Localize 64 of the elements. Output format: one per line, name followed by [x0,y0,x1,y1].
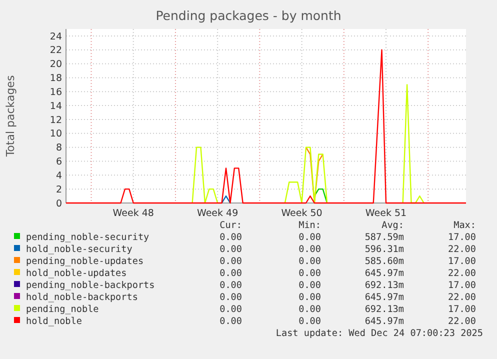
y-tick-label: 24 [50,31,62,42]
y-tick-label: 8 [56,142,62,154]
text: 0.00 [220,268,242,279]
y-tick-label: 4 [56,170,62,182]
text: 17.00 [448,256,476,267]
text: 0.00 [298,268,321,279]
text: 22.00 [448,244,476,255]
legend-label: pending_noble [26,304,100,315]
text: 0.00 [298,244,321,255]
legend-label: pending_noble-updates [26,256,144,267]
text: 0.00 [220,244,242,255]
text: 645.97m [364,268,404,279]
y-tick-label: 22 [50,45,62,56]
text: 0.00 [298,256,321,267]
legend-label: pending_noble-backports [26,280,155,291]
text: Cur: [220,220,242,231]
y-tick-label: 14 [50,100,62,112]
text: 0.00 [298,280,321,291]
y-tick-label: 2 [56,184,62,196]
x-tick-label: Week 51 [365,208,407,219]
chart-title: Pending packages - by month [156,8,342,23]
text: Last update: Wed Dec 24 07:00:23 2025 [276,328,483,339]
x-tick-label: Week 48 [112,208,154,219]
y-tick-label: 10 [50,128,62,140]
text: 22.00 [448,268,476,279]
text: 0.00 [298,316,321,327]
y-tick-label: 12 [50,114,62,126]
text: 585.60m [364,256,404,267]
text: 596.31m [364,244,404,255]
text: 0.00 [220,316,242,327]
legend-label: hold_noble-security [26,244,133,255]
text: 0.00 [220,232,242,243]
text: 587.59m [364,232,404,243]
y-tick-label: 6 [56,156,62,168]
text: Min: [298,220,321,231]
x-tick-label: Week 50 [281,208,322,219]
text: 692.13m [364,304,404,315]
legend-label: hold_noble-backports [26,292,138,303]
text: 692.13m [364,280,404,291]
text: Max: [454,220,476,231]
text: 22.00 [448,292,476,303]
text: 0.00 [220,304,242,315]
text: 0.00 [298,232,321,243]
text: 17.00 [448,304,476,315]
legend-label: hold_noble [26,316,82,327]
y-tick-label: 18 [50,73,62,84]
y-axis-title: Total packages [4,75,17,158]
y-tick-label: 20 [50,59,62,70]
legend-label: pending_noble-security [26,232,150,243]
text: 22.00 [448,316,476,327]
text: 17.00 [448,232,476,243]
text: 0.00 [220,292,242,303]
text: 645.97m [364,316,404,327]
text: 0.00 [220,256,242,267]
text: 0.00 [298,304,321,315]
y-tick-label: 0 [56,198,62,210]
text: 0.00 [298,292,321,303]
text: Avg: [382,220,404,231]
text: 0.00 [220,280,242,291]
text: 645.97m [364,292,404,303]
x-tick-label: Week 49 [197,208,238,219]
y-tick-label: 16 [50,86,62,98]
legend-label: hold_noble-updates [26,268,127,279]
text: 17.00 [448,280,476,291]
